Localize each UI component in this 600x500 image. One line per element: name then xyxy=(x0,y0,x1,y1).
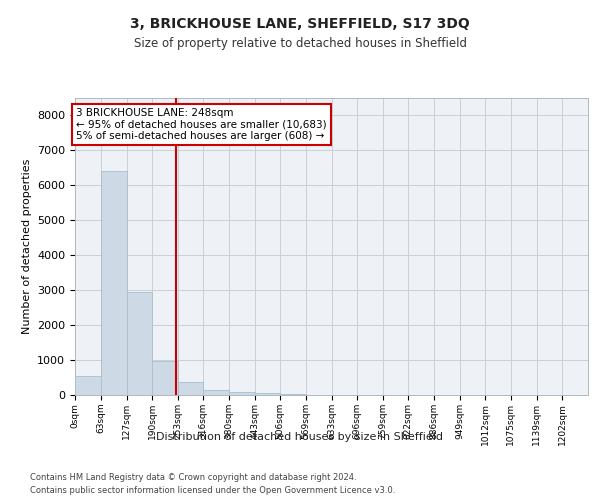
Bar xyxy=(178,382,203,395)
Text: Contains HM Land Registry data © Crown copyright and database right 2024.: Contains HM Land Registry data © Crown c… xyxy=(30,472,356,482)
Text: Contains public sector information licensed under the Open Government Licence v3: Contains public sector information licen… xyxy=(30,486,395,495)
Bar xyxy=(75,376,101,395)
Text: 3 BRICKHOUSE LANE: 248sqm
← 95% of detached houses are smaller (10,683)
5% of se: 3 BRICKHOUSE LANE: 248sqm ← 95% of detac… xyxy=(76,108,326,141)
Bar xyxy=(280,394,306,395)
Bar xyxy=(101,171,127,395)
Bar xyxy=(203,390,229,395)
Text: Distribution of detached houses by size in Sheffield: Distribution of detached houses by size … xyxy=(157,432,443,442)
Text: Size of property relative to detached houses in Sheffield: Size of property relative to detached ho… xyxy=(133,38,467,51)
Bar xyxy=(127,292,152,395)
Text: 3, BRICKHOUSE LANE, SHEFFIELD, S17 3DQ: 3, BRICKHOUSE LANE, SHEFFIELD, S17 3DQ xyxy=(130,18,470,32)
Bar xyxy=(229,392,254,395)
Y-axis label: Number of detached properties: Number of detached properties xyxy=(22,158,32,334)
Bar xyxy=(254,392,280,395)
Bar xyxy=(152,361,178,395)
